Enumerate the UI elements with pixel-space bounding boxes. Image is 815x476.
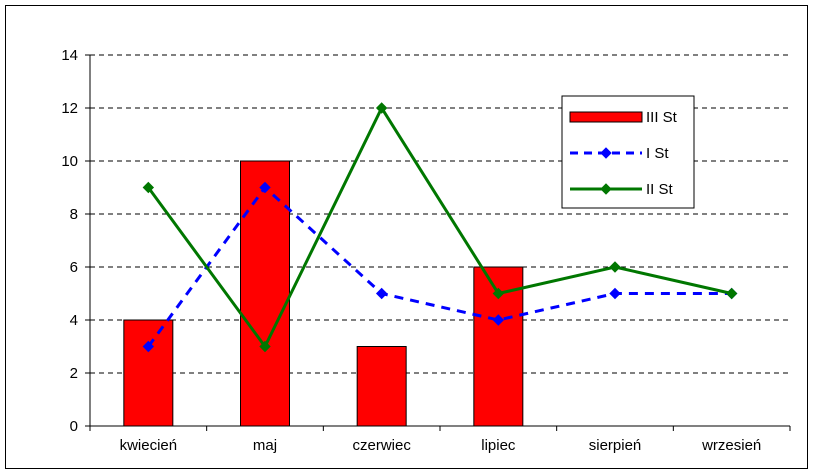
y-tick-label: 2: [70, 365, 78, 382]
y-tick-label: 14: [61, 47, 78, 64]
x-tick-label: wrzesień: [701, 437, 761, 454]
series-1-point: [492, 314, 505, 326]
series-2-point: [609, 261, 621, 273]
x-tick-label: czerwiec: [352, 437, 411, 454]
x-tick-label: sierpień: [589, 437, 642, 454]
legend-marker: [600, 183, 612, 195]
y-tick-label: 6: [70, 259, 78, 276]
bar-kwiecień: [123, 319, 174, 427]
bar-maj: [240, 160, 290, 427]
y-tick-label: 10: [61, 153, 78, 170]
series-1-point: [142, 340, 155, 353]
series-line-1: [147, 185, 732, 348]
series-1-point: [375, 287, 388, 300]
axes: [85, 54, 791, 431]
legend-label: I St: [646, 145, 669, 162]
bar-czerwiec: [356, 346, 407, 427]
bar-series: [123, 160, 524, 427]
series-2-point: [142, 181, 155, 194]
y-tick-label: 8: [70, 206, 78, 223]
legend: III St I St II St: [561, 95, 695, 209]
series-1-point: [609, 287, 621, 300]
line-series: [142, 102, 738, 353]
legend-label: II St: [646, 181, 674, 198]
series-line-2: [147, 104, 732, 350]
x-tick-label: maj: [253, 437, 277, 454]
y-tick-label: 12: [61, 100, 78, 117]
legend-label: III St: [646, 109, 678, 126]
series-2-point: [725, 287, 738, 300]
y-tick-label: 0: [70, 418, 78, 435]
x-tick-label: lipiec: [481, 437, 516, 454]
series-2-point: [492, 287, 505, 300]
series-2-point: [375, 102, 388, 114]
y-tick-label: 4: [70, 312, 78, 329]
series-2-point: [259, 340, 271, 353]
x-tick-label: kwiecień: [120, 437, 178, 454]
x-tick-labels: kwiecień maj czerwiec lipiec sierpień wrzesie…: [120, 437, 762, 454]
series-1-point: [259, 181, 271, 194]
y-tick-labels: 0 2 4 6 8 10 12 14: [61, 47, 78, 435]
legend-swatch: [569, 111, 643, 123]
legend-marker: [600, 147, 612, 159]
